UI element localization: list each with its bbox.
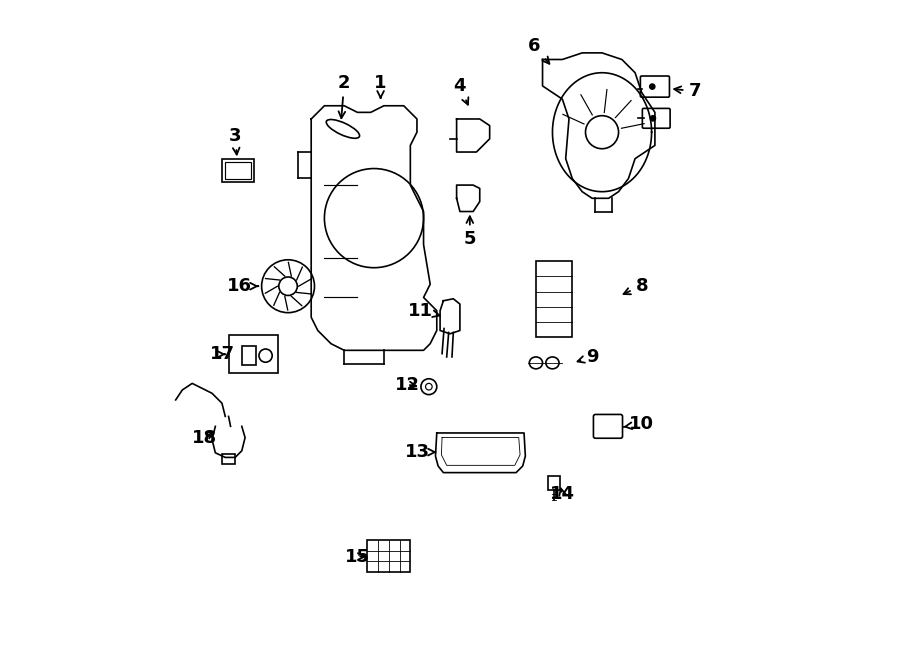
Text: 15: 15 bbox=[345, 547, 370, 566]
Text: 6: 6 bbox=[528, 37, 549, 63]
Polygon shape bbox=[436, 433, 526, 473]
Bar bbox=[242, 346, 256, 365]
Text: 17: 17 bbox=[210, 345, 235, 364]
Bar bbox=[229, 335, 278, 373]
Text: 4: 4 bbox=[454, 77, 468, 104]
Text: 10: 10 bbox=[624, 415, 654, 434]
Bar bbox=[222, 454, 235, 464]
Bar bbox=[536, 261, 572, 337]
Text: 11: 11 bbox=[409, 301, 440, 320]
Text: 1: 1 bbox=[374, 73, 387, 98]
Bar bbox=[548, 476, 560, 490]
Text: 2: 2 bbox=[338, 73, 350, 118]
Text: 18: 18 bbox=[192, 428, 217, 447]
Text: 9: 9 bbox=[578, 348, 599, 366]
Bar bbox=[225, 162, 251, 179]
Bar bbox=[222, 159, 254, 182]
Circle shape bbox=[651, 116, 655, 121]
Text: 3: 3 bbox=[229, 126, 241, 155]
Text: 12: 12 bbox=[394, 375, 419, 394]
Text: 8: 8 bbox=[624, 276, 648, 295]
Text: 16: 16 bbox=[228, 277, 258, 295]
Text: 5: 5 bbox=[464, 216, 476, 249]
Bar bbox=[367, 540, 410, 572]
Text: 13: 13 bbox=[404, 443, 436, 461]
Text: 14: 14 bbox=[550, 485, 575, 504]
Circle shape bbox=[650, 84, 655, 89]
Text: 7: 7 bbox=[674, 82, 701, 100]
